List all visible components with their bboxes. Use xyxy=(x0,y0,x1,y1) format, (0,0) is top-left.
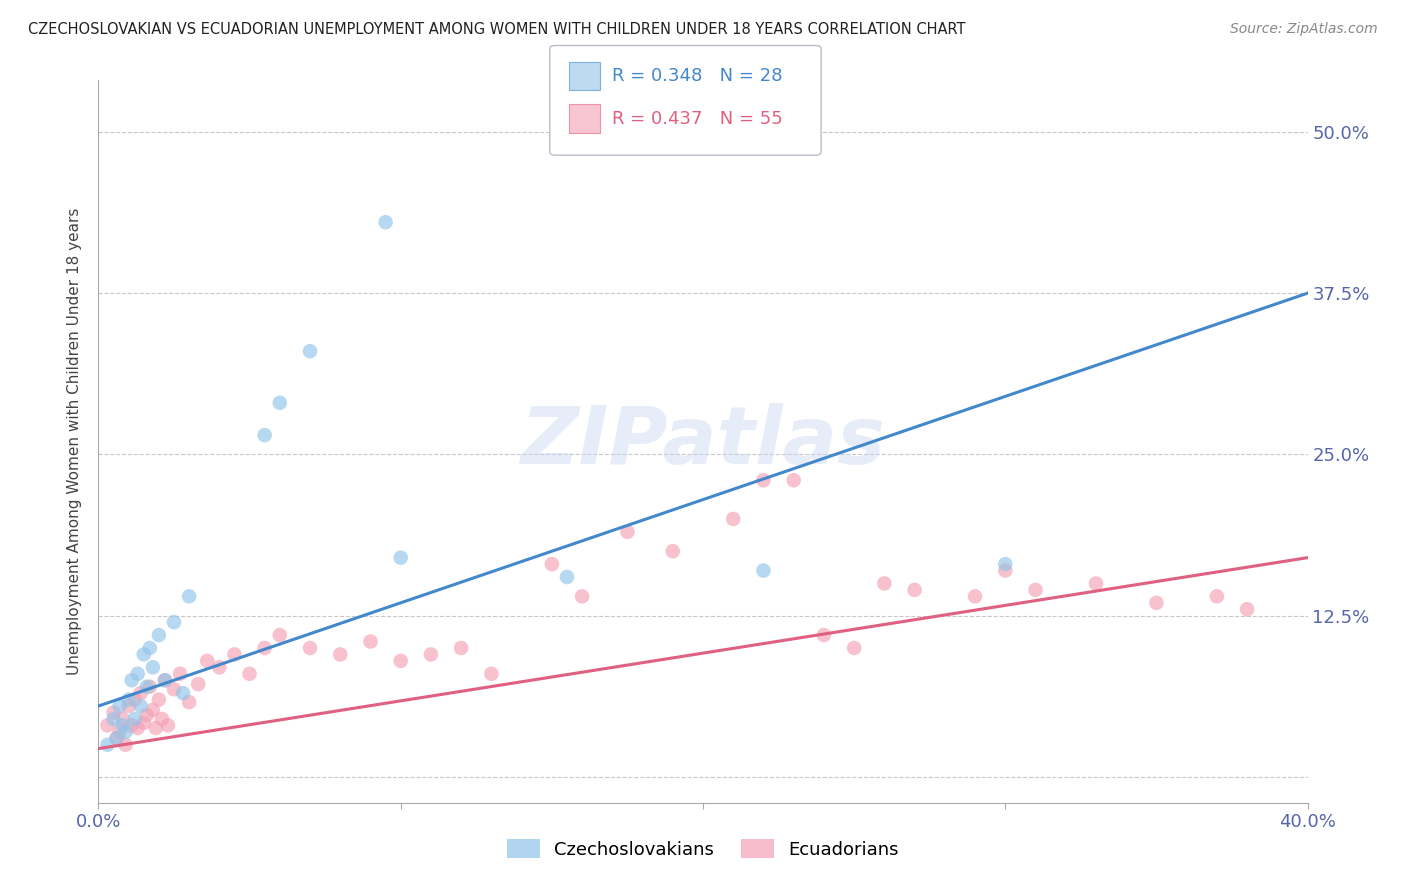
Point xyxy=(118,699,141,714)
Point xyxy=(111,712,134,726)
Point xyxy=(269,396,291,410)
Point xyxy=(329,648,352,662)
Point xyxy=(994,564,1017,578)
Point xyxy=(555,570,578,584)
Point xyxy=(965,590,987,604)
Point xyxy=(114,724,136,739)
Point xyxy=(752,473,775,487)
Point xyxy=(208,660,231,674)
Point xyxy=(135,708,157,723)
Point xyxy=(150,712,173,726)
Point xyxy=(129,686,152,700)
Point xyxy=(1236,602,1258,616)
Point xyxy=(179,590,201,604)
Point xyxy=(661,544,683,558)
Point xyxy=(148,628,170,642)
Point xyxy=(187,677,209,691)
Point xyxy=(108,724,131,739)
Point xyxy=(142,660,165,674)
Point xyxy=(129,699,152,714)
Point xyxy=(132,715,155,730)
Point xyxy=(121,673,143,688)
Point xyxy=(389,550,412,565)
Point xyxy=(1024,582,1046,597)
Point xyxy=(127,721,149,735)
Point xyxy=(994,557,1017,571)
Point xyxy=(1206,590,1229,604)
Point xyxy=(374,215,396,229)
Point xyxy=(873,576,896,591)
Point xyxy=(172,686,194,700)
Point xyxy=(904,582,927,597)
Point xyxy=(96,738,118,752)
Text: R = 0.348   N = 28: R = 0.348 N = 28 xyxy=(612,67,782,85)
Point xyxy=(142,703,165,717)
Point xyxy=(723,512,745,526)
Point xyxy=(132,648,155,662)
Point xyxy=(481,666,503,681)
Point xyxy=(224,648,246,662)
Point xyxy=(1144,596,1167,610)
Point xyxy=(752,564,775,578)
Point xyxy=(103,706,125,720)
Point xyxy=(163,682,186,697)
Y-axis label: Unemployment Among Women with Children Under 18 years: Unemployment Among Women with Children U… xyxy=(67,208,83,675)
Point xyxy=(148,692,170,706)
Point xyxy=(783,473,806,487)
Point xyxy=(253,428,276,442)
Point xyxy=(153,673,176,688)
Point xyxy=(124,692,146,706)
Point xyxy=(195,654,218,668)
Point xyxy=(299,640,322,655)
Point xyxy=(105,731,128,746)
Point xyxy=(1085,576,1108,591)
Text: R = 0.437   N = 55: R = 0.437 N = 55 xyxy=(612,110,782,128)
Point xyxy=(156,718,179,732)
Point xyxy=(844,640,866,655)
Point xyxy=(153,673,176,688)
Point xyxy=(169,666,191,681)
Point xyxy=(139,680,162,694)
Text: Source: ZipAtlas.com: Source: ZipAtlas.com xyxy=(1230,22,1378,37)
Point xyxy=(239,666,262,681)
Point xyxy=(813,628,835,642)
Point xyxy=(118,692,141,706)
Point xyxy=(96,718,118,732)
Point xyxy=(616,524,638,539)
Point xyxy=(420,648,443,662)
Point xyxy=(450,640,472,655)
Text: CZECHOSLOVAKIAN VS ECUADORIAN UNEMPLOYMENT AMONG WOMEN WITH CHILDREN UNDER 18 YE: CZECHOSLOVAKIAN VS ECUADORIAN UNEMPLOYME… xyxy=(28,22,966,37)
Point xyxy=(389,654,412,668)
Point xyxy=(540,557,562,571)
Text: ZIPatlas: ZIPatlas xyxy=(520,402,886,481)
Point xyxy=(163,615,186,630)
Point xyxy=(135,680,157,694)
Legend: Czechoslovakians, Ecuadorians: Czechoslovakians, Ecuadorians xyxy=(501,832,905,866)
Point xyxy=(111,718,134,732)
Point xyxy=(108,699,131,714)
Point xyxy=(127,666,149,681)
Point xyxy=(121,718,143,732)
Point xyxy=(103,712,125,726)
Point xyxy=(139,640,162,655)
Point xyxy=(105,731,128,746)
Point xyxy=(179,695,201,709)
Point xyxy=(571,590,593,604)
Point xyxy=(145,721,167,735)
Point xyxy=(124,712,146,726)
Point xyxy=(114,738,136,752)
Point xyxy=(360,634,382,648)
Point xyxy=(269,628,291,642)
Point xyxy=(299,344,322,359)
Point xyxy=(253,640,276,655)
